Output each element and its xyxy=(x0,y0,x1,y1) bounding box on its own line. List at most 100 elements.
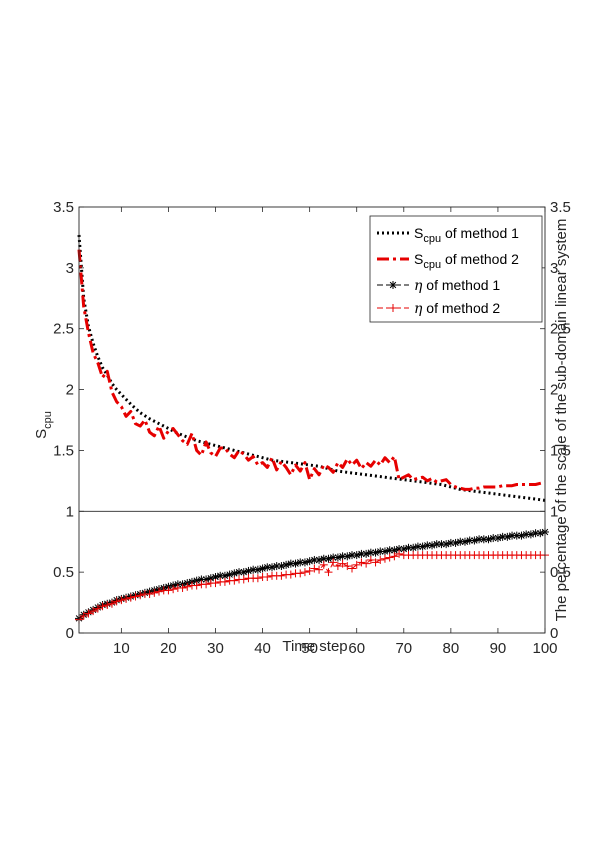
data-point-eta1 xyxy=(451,538,460,547)
data-point-eta2 xyxy=(338,559,347,568)
data-point-eta1 xyxy=(202,575,211,584)
data-point-eta2 xyxy=(329,558,338,567)
data-point-eta2 xyxy=(117,596,126,605)
data-point-eta1 xyxy=(536,529,545,538)
data-point-eta2 xyxy=(150,588,159,597)
data-point-eta2 xyxy=(315,565,324,574)
data-point-eta2 xyxy=(239,575,248,584)
y-tick-label-left: 2.5 xyxy=(53,321,74,338)
data-point-eta2 xyxy=(352,560,361,569)
x-tick-label: 60 xyxy=(348,640,365,657)
data-point-eta1 xyxy=(380,547,389,556)
data-point-eta1 xyxy=(517,531,526,540)
data-point-eta2 xyxy=(390,552,399,561)
data-point-eta1 xyxy=(277,562,286,571)
data-point-eta2 xyxy=(93,604,102,613)
data-point-eta2 xyxy=(286,570,295,579)
data-point-eta1 xyxy=(508,531,517,540)
y-axis-label-sub: cpu xyxy=(42,411,54,429)
data-point-eta1 xyxy=(465,536,474,545)
y-tick-label-left: 0.5 xyxy=(53,564,74,581)
data-point-eta2 xyxy=(300,568,309,577)
y-tick-label-left: 1.5 xyxy=(53,442,74,459)
data-point-eta2 xyxy=(164,586,173,595)
data-point-eta2 xyxy=(366,555,375,564)
data-point-eta2 xyxy=(155,587,164,596)
data-point-eta1 xyxy=(498,532,507,541)
data-point-eta2 xyxy=(131,592,140,601)
data-point-eta1 xyxy=(357,549,366,558)
y-tick-label-left: 2 xyxy=(66,382,74,399)
y-axis-label-right: The percentage of the scale of the sub-d… xyxy=(553,219,570,622)
data-point-eta1 xyxy=(526,530,535,539)
data-point-eta2 xyxy=(220,577,229,586)
data-point-eta1 xyxy=(239,568,248,577)
data-point-eta1 xyxy=(442,540,451,549)
data-point-eta1 xyxy=(460,537,469,546)
x-tick-label: 90 xyxy=(490,640,507,657)
y-axis-label-main: S xyxy=(33,429,50,439)
data-point-eta1 xyxy=(362,549,371,558)
y-tick-label-left: 1 xyxy=(66,503,74,520)
data-point-eta1 xyxy=(489,534,498,543)
legend-marker-eta2 xyxy=(389,304,397,312)
data-point-eta1 xyxy=(503,532,512,541)
data-point-eta1 xyxy=(418,542,427,551)
data-point-eta1 xyxy=(253,565,262,574)
y-tick-label-right: 3 xyxy=(550,260,558,277)
data-point-eta1 xyxy=(432,540,441,549)
y-tick-label-left: 3 xyxy=(66,260,74,277)
data-point-eta1 xyxy=(390,546,399,555)
x-tick-label: 70 xyxy=(395,640,412,657)
data-point-eta2 xyxy=(333,562,342,571)
data-point-eta2 xyxy=(103,601,112,610)
y-tick-label-right: 0.5 xyxy=(550,564,571,581)
x-tick-label: 20 xyxy=(160,640,177,657)
data-point-eta1 xyxy=(343,552,352,561)
data-point-eta1 xyxy=(428,541,437,550)
data-point-eta2 xyxy=(253,574,262,583)
data-point-eta2 xyxy=(112,597,121,606)
plot-area xyxy=(75,234,549,624)
data-point-eta2 xyxy=(395,549,404,558)
data-point-eta1 xyxy=(493,534,502,543)
legend-label-scpu2: Scpu of method 2 xyxy=(414,251,519,271)
y-tick-label-right: 1 xyxy=(550,503,558,520)
data-point-eta2 xyxy=(126,593,135,602)
data-point-eta1 xyxy=(258,564,267,573)
x-tick-label: 80 xyxy=(443,640,460,657)
data-point-eta2 xyxy=(324,568,333,577)
y-tick-label-right: 2 xyxy=(550,382,558,399)
data-point-eta2 xyxy=(296,569,305,578)
data-point-eta2 xyxy=(385,553,394,562)
data-point-eta1 xyxy=(409,543,418,552)
data-point-eta2 xyxy=(145,590,154,599)
legend-item-eta2: η of method 2 xyxy=(377,300,500,317)
data-point-eta2 xyxy=(376,555,385,564)
data-point-eta1 xyxy=(300,558,309,567)
data-point-eta1 xyxy=(338,552,347,561)
data-point-eta2 xyxy=(202,580,211,589)
series-line-scpu2 xyxy=(77,249,546,491)
data-point-eta1 xyxy=(206,574,215,583)
data-point-eta1 xyxy=(376,547,385,556)
x-tick-label: 50 xyxy=(301,640,318,657)
data-point-eta1 xyxy=(470,536,479,545)
legend-label-scpu1: Scpu of method 1 xyxy=(414,225,519,245)
data-point-eta2 xyxy=(169,585,178,594)
data-point-eta2 xyxy=(89,607,98,616)
data-point-eta1 xyxy=(244,566,253,575)
data-point-eta2 xyxy=(310,564,319,573)
y-tick-label-left: 0 xyxy=(66,625,74,642)
data-point-eta1 xyxy=(371,548,380,557)
data-point-eta2 xyxy=(107,599,116,608)
data-point-eta2 xyxy=(79,611,88,620)
legend-marker-eta1 xyxy=(389,281,397,289)
legend-item-eta1: η of method 1 xyxy=(377,277,500,294)
data-point-eta1 xyxy=(267,563,276,572)
data-point-eta1 xyxy=(305,557,314,566)
data-point-eta2 xyxy=(348,564,357,573)
data-point-eta2 xyxy=(136,591,145,600)
